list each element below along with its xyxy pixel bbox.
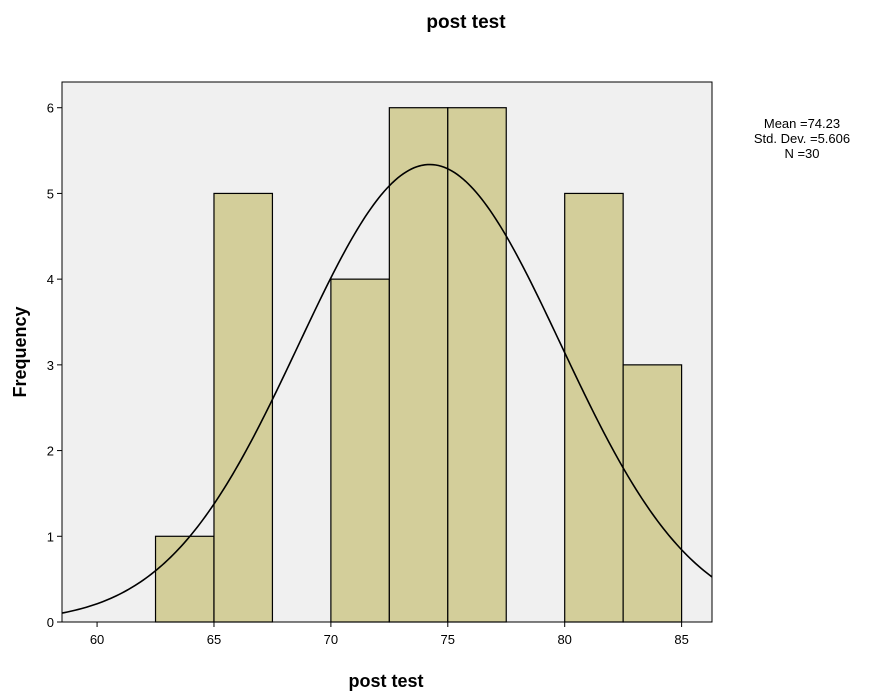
y-tick-label: 3 [47, 358, 54, 373]
y-tick-label: 6 [47, 101, 54, 116]
histogram-bar-3 [330, 278, 390, 623]
y-tick-label: 4 [47, 272, 54, 287]
y-tick-label: 5 [47, 186, 54, 201]
x-tick-label: 60 [90, 632, 104, 647]
y-axis-label: Frequency [10, 306, 30, 397]
chart-title: post test [426, 12, 506, 33]
x-tick-label: 70 [324, 632, 338, 647]
y-tick-label: 2 [47, 444, 54, 459]
histogram-bar-4 [388, 107, 449, 623]
x-axis: 60 65 70 75 80 85 [90, 622, 689, 647]
stat-n: N =30 [784, 146, 819, 161]
x-axis-label: post test [348, 671, 423, 691]
histogram-bar-0 [154, 535, 215, 623]
x-tick-label: 75 [441, 632, 455, 647]
y-tick-label: 0 [47, 615, 54, 630]
stat-mean: Mean =74.23 [764, 116, 840, 131]
histogram-bar-1 [213, 192, 274, 623]
x-tick-label: 85 [674, 632, 688, 647]
histogram-bar-7 [564, 192, 624, 623]
histogram-bar-5 [447, 107, 507, 623]
y-tick-label: 1 [47, 529, 54, 544]
x-tick-label: 65 [207, 632, 221, 647]
histogram-bar-8 [622, 364, 683, 623]
y-axis: 0 1 2 3 4 5 6 [47, 101, 62, 630]
normal-curve [61, 163, 713, 614]
stat-std-dev: Std. Dev. =5.606 [754, 131, 850, 146]
x-tick-label: 80 [557, 632, 571, 647]
stats-box: Mean =74.23 Std. Dev. =5.606 N =30 [754, 116, 850, 161]
